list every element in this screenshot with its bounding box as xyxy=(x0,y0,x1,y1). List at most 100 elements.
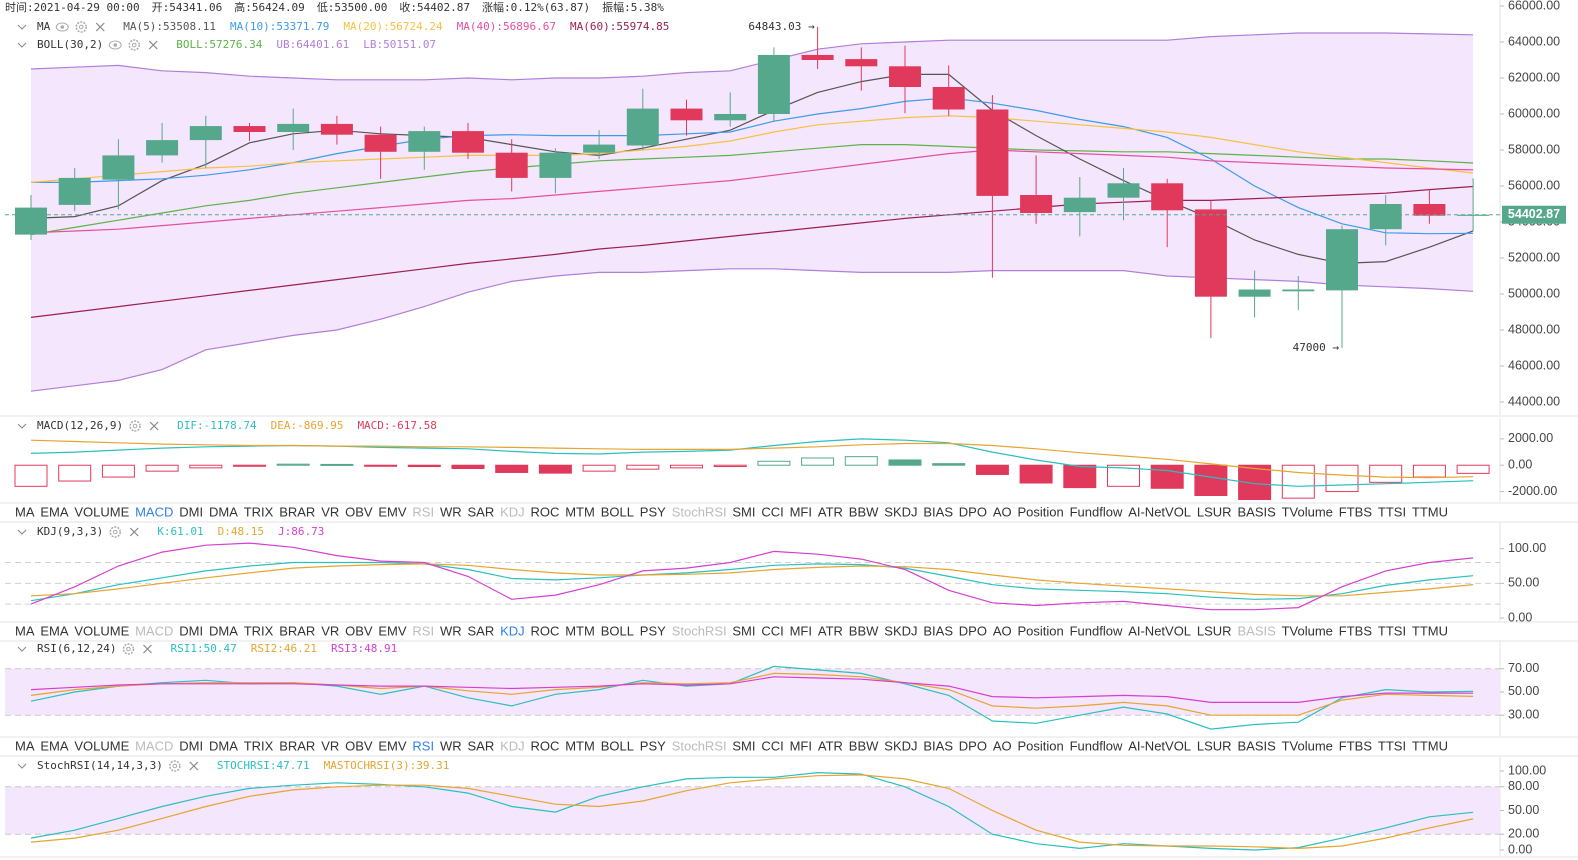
indicator-tab[interactable]: DPO xyxy=(959,623,987,638)
indicator-tab[interactable]: BRAR xyxy=(279,623,315,638)
indicator-tab[interactable]: BOLL xyxy=(601,504,634,519)
indicator-tab[interactable]: EMA xyxy=(40,623,69,638)
indicator-tab[interactable]: SMI xyxy=(732,504,755,519)
indicator-tab[interactable]: DMA xyxy=(209,504,238,519)
indicator-tab[interactable]: DPO xyxy=(959,504,987,519)
indicator-tab[interactable]: DMA xyxy=(209,738,238,753)
indicator-tab[interactable]: BIAS xyxy=(923,504,953,519)
indicator-tab[interactable]: SKDJ xyxy=(884,504,917,519)
close-icon[interactable] xyxy=(148,40,158,50)
indicator-tab[interactable]: DMI xyxy=(179,623,203,638)
indicator-tab[interactable]: WR xyxy=(440,738,462,753)
indicator-tab[interactable]: BRAR xyxy=(279,738,315,753)
indicator-tab[interactable]: KDJ xyxy=(500,738,525,753)
indicator-tab[interactable]: CCI xyxy=(761,504,783,519)
indicator-tab[interactable]: MACD xyxy=(135,738,173,753)
indicator-tab[interactable]: FTBS xyxy=(1339,738,1373,753)
close-icon[interactable] xyxy=(95,22,105,32)
indicator-tab[interactable]: PSY xyxy=(640,504,666,519)
indicator-tab[interactable]: OBV xyxy=(345,504,373,519)
indicator-tab[interactable]: EMA xyxy=(40,738,69,753)
indicator-tab[interactable]: BASIS xyxy=(1238,738,1277,753)
indicator-tab[interactable]: BASIS xyxy=(1238,504,1277,519)
indicator-tab[interactable]: BOLL xyxy=(601,738,634,753)
indicator-tab[interactable]: DMI xyxy=(179,504,203,519)
indicator-tab[interactable]: ROC xyxy=(531,623,560,638)
indicator-tab[interactable]: VOLUME xyxy=(74,623,129,638)
indicator-tab[interactable]: BRAR xyxy=(279,504,315,519)
indicator-tab[interactable]: FTBS xyxy=(1339,504,1373,519)
indicator-tab[interactable]: ATR xyxy=(818,623,843,638)
indicator-tab[interactable]: PSY xyxy=(640,623,666,638)
close-icon[interactable] xyxy=(143,644,152,654)
indicator-tab[interactable]: StochRSI xyxy=(672,504,727,519)
indicator-tab[interactable]: OBV xyxy=(345,738,373,753)
indicator-tab[interactable]: MA xyxy=(15,738,35,753)
collapse-chevron[interactable] xyxy=(17,423,27,429)
indicator-tab[interactable]: SAR xyxy=(468,623,495,638)
collapse-chevron[interactable] xyxy=(17,24,27,30)
indicator-tab[interactable]: ROC xyxy=(531,504,560,519)
indicator-tab[interactable]: AO xyxy=(993,504,1012,519)
indicator-tab[interactable]: EMA xyxy=(40,504,69,519)
indicator-tab[interactable]: Position xyxy=(1018,623,1064,638)
gear-icon[interactable] xyxy=(128,39,140,51)
indicator-tab[interactable]: AI-NetVOL xyxy=(1128,738,1191,753)
collapse-chevron[interactable] xyxy=(17,529,27,535)
indicator-tab[interactable]: WR xyxy=(440,504,462,519)
indicator-tab[interactable]: EMV xyxy=(378,623,407,638)
indicator-tab[interactable]: RSI xyxy=(412,738,434,753)
indicator-tab[interactable]: VR xyxy=(321,623,339,638)
indicator-tab[interactable]: DPO xyxy=(959,738,987,753)
indicator-tab[interactable]: BOLL xyxy=(601,623,634,638)
indicator-tab[interactable]: VR xyxy=(321,504,339,519)
indicator-tab[interactable]: RSI xyxy=(412,623,434,638)
indicator-tab[interactable]: SKDJ xyxy=(884,738,917,753)
indicator-tab[interactable]: AO xyxy=(993,623,1012,638)
indicator-tab[interactable]: BBW xyxy=(849,738,879,753)
indicator-tab[interactable]: ATR xyxy=(818,504,843,519)
indicator-tab[interactable]: LSUR xyxy=(1197,623,1232,638)
collapse-chevron[interactable] xyxy=(17,646,27,652)
indicator-tab[interactable]: TRIX xyxy=(244,504,274,519)
indicator-tab[interactable]: TTMU xyxy=(1412,738,1448,753)
indicator-tab[interactable]: TTMU xyxy=(1412,504,1448,519)
indicator-tab[interactable]: BBW xyxy=(849,504,879,519)
indicator-tab[interactable]: RSI xyxy=(412,504,434,519)
indicator-tab[interactable]: MACD xyxy=(135,623,173,638)
indicator-tab[interactable]: MACD xyxy=(135,504,173,519)
close-icon[interactable] xyxy=(129,527,139,537)
indicator-tab[interactable]: Fundflow xyxy=(1070,504,1123,519)
indicator-tab[interactable]: StochRSI xyxy=(672,738,727,753)
collapse-chevron[interactable] xyxy=(17,763,27,769)
indicator-tab[interactable]: MTM xyxy=(565,504,595,519)
indicator-tab[interactable]: TTSI xyxy=(1378,738,1406,753)
indicator-tab[interactable]: PSY xyxy=(640,738,666,753)
gear-icon[interactable] xyxy=(129,420,141,432)
indicator-tab[interactable]: MFI xyxy=(790,504,812,519)
indicator-tab[interactable]: MFI xyxy=(790,623,812,638)
indicator-tab[interactable]: Position xyxy=(1018,504,1064,519)
indicator-tab[interactable]: AI-NetVOL xyxy=(1128,623,1191,638)
indicator-tab[interactable]: Position xyxy=(1018,738,1064,753)
collapse-chevron[interactable] xyxy=(17,42,27,48)
indicator-tab[interactable]: MTM xyxy=(565,623,595,638)
indicator-tab[interactable]: SMI xyxy=(732,738,755,753)
indicator-tab[interactable]: VOLUME xyxy=(74,504,129,519)
indicator-tab[interactable]: LSUR xyxy=(1197,738,1232,753)
indicator-tab[interactable]: BBW xyxy=(849,623,879,638)
indicator-tab[interactable]: OBV xyxy=(345,623,373,638)
indicator-tab[interactable]: AO xyxy=(993,738,1012,753)
indicator-tab[interactable]: EMV xyxy=(378,738,407,753)
indicator-tab[interactable]: BASIS xyxy=(1238,623,1277,638)
indicator-tab[interactable]: TVolume xyxy=(1282,738,1333,753)
gear-icon[interactable] xyxy=(75,21,87,33)
indicator-tab[interactable]: VOLUME xyxy=(74,738,129,753)
indicator-tab[interactable]: TRIX xyxy=(244,738,274,753)
indicator-tab[interactable]: MTM xyxy=(565,738,595,753)
indicator-tab[interactable]: BIAS xyxy=(923,623,953,638)
indicator-tab[interactable]: LSUR xyxy=(1197,504,1232,519)
gear-icon[interactable] xyxy=(169,760,181,772)
indicator-tab[interactable]: SAR xyxy=(468,504,495,519)
indicator-tab[interactable]: AI-NetVOL xyxy=(1128,504,1191,519)
